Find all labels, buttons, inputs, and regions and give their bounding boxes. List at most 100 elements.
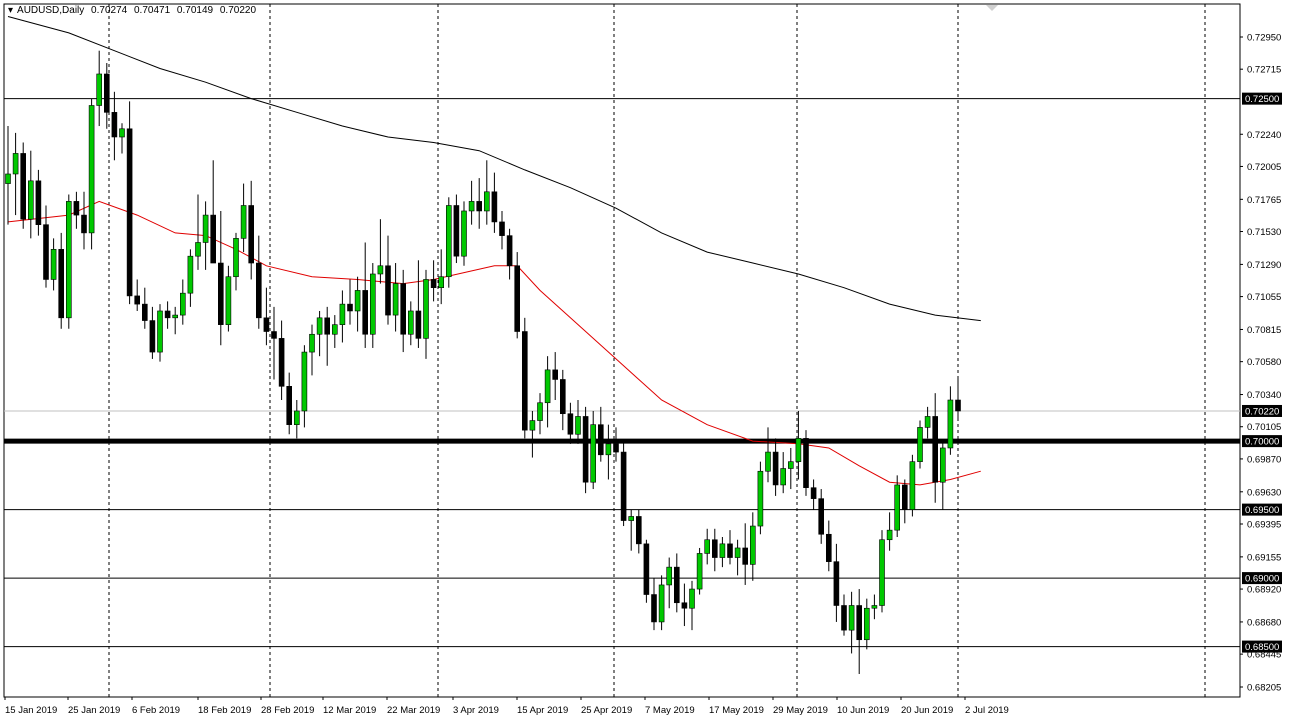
candle[interactable]	[187, 249, 194, 307]
candle[interactable]	[772, 438, 779, 496]
candle[interactable]	[833, 543, 840, 622]
candle[interactable]	[202, 201, 209, 270]
candle[interactable]	[521, 317, 528, 439]
candle[interactable]	[210, 160, 216, 264]
candle[interactable]	[407, 301, 414, 346]
candle[interactable]	[142, 287, 148, 329]
candle[interactable]	[50, 238, 57, 291]
candle[interactable]	[939, 441, 946, 510]
candle[interactable]	[255, 235, 262, 329]
candle[interactable]	[514, 252, 521, 339]
candle[interactable]	[863, 598, 870, 650]
candle[interactable]	[377, 219, 384, 284]
candle[interactable]	[423, 269, 429, 359]
candle[interactable]	[309, 324, 315, 376]
candle[interactable]	[582, 406, 589, 494]
candle[interactable]	[111, 91, 118, 161]
candle[interactable]	[248, 180, 254, 280]
candle[interactable]	[749, 512, 756, 581]
candle[interactable]	[803, 430, 809, 496]
candle[interactable]	[324, 306, 331, 366]
candle[interactable]	[810, 479, 817, 510]
candle[interactable]	[400, 269, 407, 353]
candle[interactable]	[149, 306, 156, 359]
candle[interactable]	[301, 345, 308, 428]
candle[interactable]	[278, 320, 285, 401]
candle[interactable]	[696, 547, 703, 595]
candle[interactable]	[347, 279, 353, 325]
candle[interactable]	[271, 306, 277, 380]
candle[interactable]	[415, 260, 422, 348]
candle[interactable]	[225, 265, 232, 332]
candle[interactable]	[461, 201, 467, 266]
candle[interactable]	[613, 427, 619, 462]
candle[interactable]	[35, 169, 42, 236]
candle[interactable]	[879, 530, 885, 613]
candle[interactable]	[81, 191, 87, 250]
candle[interactable]	[483, 160, 490, 225]
candle[interactable]	[742, 523, 749, 585]
time-axis[interactable]: 15 Jan 2019 25 Jan 2019 6 Feb 2019 18 Feb 2…	[4, 697, 1009, 716]
candle[interactable]	[620, 441, 627, 527]
candle[interactable]	[362, 242, 369, 348]
candle[interactable]	[787, 447, 794, 490]
candle[interactable]	[734, 539, 741, 576]
candle[interactable]	[263, 287, 270, 346]
candle[interactable]	[5, 126, 11, 225]
candle[interactable]	[73, 191, 80, 229]
candle[interactable]	[66, 194, 72, 329]
candle[interactable]	[704, 528, 711, 565]
candle[interactable]	[666, 557, 673, 609]
candle[interactable]	[780, 452, 787, 494]
candle[interactable]	[476, 178, 483, 229]
candle[interactable]	[385, 235, 391, 325]
candle[interactable]	[765, 427, 771, 483]
candle[interactable]	[195, 194, 201, 270]
chart-shift-marker-icon[interactable]	[986, 5, 998, 11]
candle[interactable]	[172, 306, 178, 335]
candle[interactable]	[438, 249, 445, 305]
candle[interactable]	[119, 123, 125, 154]
candle[interactable]	[453, 194, 460, 264]
candle[interactable]	[711, 528, 718, 572]
candle[interactable]	[689, 580, 695, 631]
candle[interactable]	[445, 197, 452, 288]
candle[interactable]	[392, 263, 399, 332]
candle[interactable]	[643, 539, 650, 603]
candle[interactable]	[12, 132, 19, 216]
candle[interactable]	[924, 406, 931, 439]
candle[interactable]	[369, 263, 376, 348]
candle[interactable]	[544, 356, 551, 428]
candle[interactable]	[871, 594, 878, 620]
candle[interactable]	[727, 530, 733, 565]
candle[interactable]	[27, 150, 34, 239]
candle[interactable]	[635, 509, 642, 554]
candle[interactable]	[506, 228, 513, 280]
candle[interactable]	[575, 400, 581, 444]
candle[interactable]	[331, 315, 338, 348]
candle[interactable]	[339, 290, 346, 343]
candle[interactable]	[719, 537, 726, 568]
candle[interactable]	[605, 424, 612, 480]
candle[interactable]	[757, 461, 764, 535]
candle[interactable]	[96, 50, 102, 127]
candle[interactable]	[240, 183, 247, 253]
candle[interactable]	[947, 386, 954, 455]
candles[interactable]	[5, 50, 961, 674]
candle[interactable]	[316, 310, 323, 357]
candle[interactable]	[499, 210, 505, 250]
candle[interactable]	[658, 575, 665, 631]
candle[interactable]	[795, 410, 802, 480]
candle[interactable]	[856, 589, 863, 674]
candle[interactable]	[218, 210, 224, 346]
candle[interactable]	[651, 578, 657, 631]
candle[interactable]	[430, 260, 437, 302]
candle[interactable]	[293, 400, 300, 439]
candle[interactable]	[20, 142, 27, 229]
collapse-triangle-icon[interactable]: ▾	[8, 5, 14, 16]
candle[interactable]	[917, 420, 923, 469]
candle[interactable]	[491, 172, 498, 233]
candle[interactable]	[43, 205, 49, 288]
candle[interactable]	[590, 410, 597, 490]
